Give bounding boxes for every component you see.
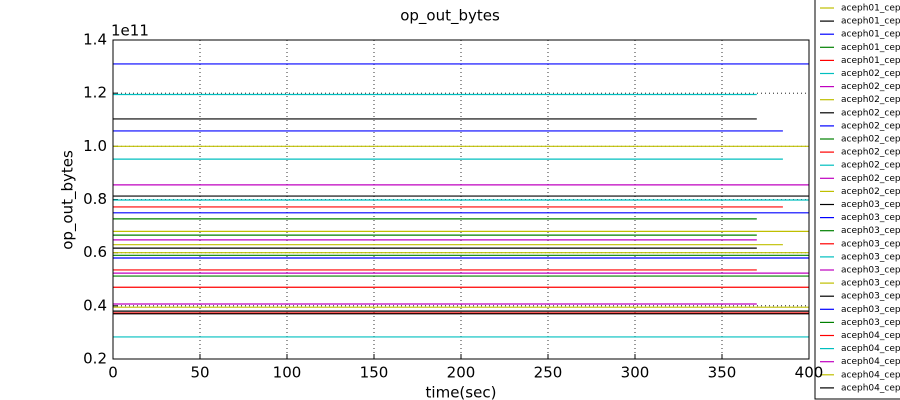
legend-label: aceph03_ceph bbox=[841, 252, 900, 262]
legend-box bbox=[814, 0, 900, 400]
plot-area bbox=[112, 39, 810, 360]
y-axis-label: op_out_bytes bbox=[59, 150, 78, 250]
x-tick-label: 350 bbox=[708, 364, 737, 382]
legend-label: aceph03_ceph bbox=[841, 213, 900, 223]
legend-label: aceph03_ceph bbox=[841, 305, 900, 315]
y-tick-label: 0.4 bbox=[83, 296, 107, 314]
legend-label: aceph02_ceph bbox=[841, 121, 900, 131]
legend-label: aceph02_ceph bbox=[841, 161, 900, 171]
y-offset-label: 1e11 bbox=[111, 22, 149, 40]
legend-label: aceph02_ceph bbox=[841, 82, 900, 92]
legend-label: aceph01_ceph bbox=[841, 43, 900, 53]
legend-label: aceph04_ceph bbox=[841, 370, 900, 380]
legend-label: aceph02_ceph bbox=[841, 148, 900, 158]
x-tick-label: 100 bbox=[273, 364, 302, 382]
legend-label: aceph02_ceph bbox=[841, 174, 900, 184]
y-tick-label: 0.8 bbox=[83, 190, 107, 208]
legend-label: aceph03_ceph bbox=[841, 200, 900, 210]
legend-label: aceph02_ceph bbox=[841, 108, 900, 118]
y-tick-label: 1.4 bbox=[83, 31, 107, 49]
legend-label: aceph03_ceph bbox=[841, 239, 900, 249]
legend-label: aceph01_ceph bbox=[841, 56, 900, 66]
legend-label: aceph04_ceph bbox=[841, 357, 900, 367]
x-tick-label: 150 bbox=[360, 364, 389, 382]
plot-frame bbox=[112, 39, 810, 360]
y-tick-label: 0.6 bbox=[83, 243, 107, 261]
legend-label: aceph04_ceph bbox=[841, 383, 900, 393]
legend-label: aceph03_ceph bbox=[841, 318, 900, 328]
x-tick-label: 300 bbox=[621, 364, 650, 382]
legend-label: aceph02_ceph bbox=[841, 187, 900, 197]
y-tick-label: 1.2 bbox=[83, 84, 107, 102]
legend-label: aceph03_ceph bbox=[841, 292, 900, 302]
x-tick-label: 50 bbox=[190, 364, 209, 382]
x-tick-label: 250 bbox=[534, 364, 563, 382]
x-tick-label: 400 bbox=[795, 364, 824, 382]
legend-label: aceph03_ceph bbox=[841, 266, 900, 276]
x-tick-label: 200 bbox=[447, 364, 476, 382]
x-tick-label: 0 bbox=[108, 364, 118, 382]
legend-label: aceph02_ceph bbox=[841, 69, 900, 79]
x-axis-label: time(sec) bbox=[426, 384, 497, 400]
legend-label: aceph02_ceph bbox=[841, 95, 900, 105]
legend: aceph01_cephaceph01_cephaceph01_cephacep… bbox=[820, 4, 900, 393]
legend-label: aceph01_ceph bbox=[841, 30, 900, 40]
y-tick-label: 0.2 bbox=[83, 350, 107, 368]
legend-label: aceph03_ceph bbox=[841, 279, 900, 289]
y-tick-label: 1.0 bbox=[83, 137, 107, 155]
chart-title: op_out_bytes bbox=[400, 7, 500, 26]
legend-label: aceph03_ceph bbox=[841, 226, 900, 236]
legend-label: aceph04_ceph bbox=[841, 331, 900, 341]
legend-label: aceph01_ceph bbox=[841, 4, 900, 14]
legend-label: aceph04_ceph bbox=[841, 344, 900, 354]
legend-label: aceph01_ceph bbox=[841, 17, 900, 27]
legend-label: aceph02_ceph bbox=[841, 135, 900, 145]
